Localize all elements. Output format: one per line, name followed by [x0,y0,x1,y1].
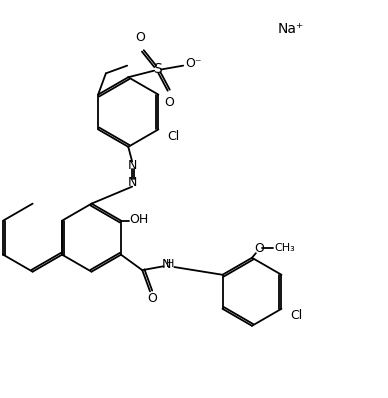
Text: N: N [162,258,171,271]
Text: N: N [127,176,137,189]
Text: Cl: Cl [167,130,179,143]
Text: S: S [153,62,162,76]
Text: Cl: Cl [290,309,302,322]
Text: O: O [164,96,174,109]
Text: O: O [147,292,157,305]
Text: O: O [135,31,145,44]
Text: CH₃: CH₃ [274,243,295,253]
Text: OH: OH [130,213,149,226]
Text: O: O [254,242,264,255]
Text: N: N [127,159,137,172]
Text: H: H [166,259,175,269]
Text: O⁻: O⁻ [185,57,201,70]
Text: Na⁺: Na⁺ [277,22,304,36]
